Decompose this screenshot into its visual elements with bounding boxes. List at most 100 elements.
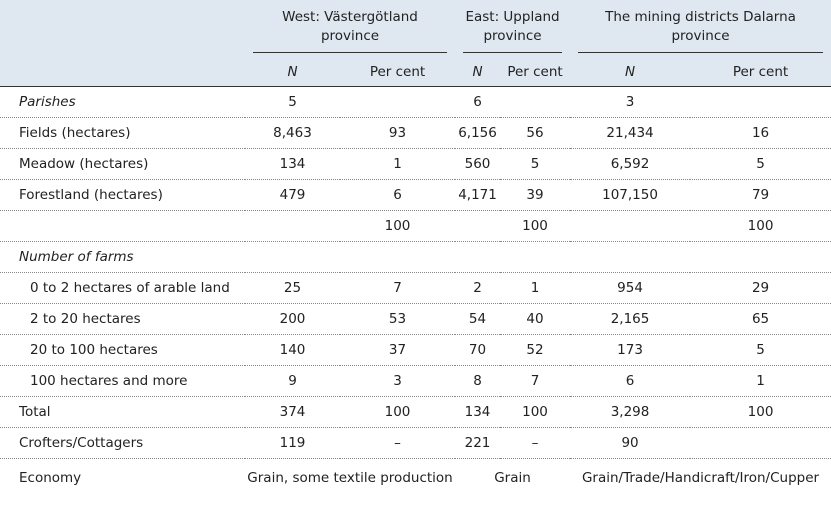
table-cell: 6,592 [610, 156, 650, 172]
table-cell: 479 [279, 187, 306, 203]
table-cell: 54 [468, 311, 487, 327]
table-cell [500, 242, 570, 273]
table-row: Parishes 5 6 3 [0, 87, 831, 118]
row-label: 0 to 2 hectares of arable land [30, 280, 230, 296]
table-cell: 65 [751, 311, 770, 327]
table-cell [500, 87, 570, 118]
table-cell: 200 [279, 311, 306, 327]
table-cell: 1 [393, 156, 402, 172]
row-label: Total [19, 404, 51, 420]
table-cell [690, 87, 831, 118]
table-cell: 1 [530, 280, 540, 296]
table-cell: 100 [522, 218, 548, 234]
table-cell: 7 [393, 280, 402, 296]
table-cell: – [531, 435, 539, 451]
table-row: Meadow (hectares) 134 1 560 5 6,592 5 [0, 149, 831, 180]
table-cell: 2,165 [610, 311, 650, 327]
table-cell: 25 [283, 280, 302, 296]
table-cell: 40 [526, 311, 544, 327]
row-label: Fields (hectares) [19, 125, 131, 141]
table-cell: 173 [617, 342, 643, 358]
table-cell [570, 242, 690, 273]
table-cell: 37 [388, 342, 407, 358]
table-cell: 5 [756, 156, 765, 172]
table-cell [455, 242, 500, 273]
row-label [0, 211, 245, 242]
table-cell [340, 87, 455, 118]
group-row: West: Västergötland province East: Upplan… [0, 0, 831, 58]
table-body: Parishes 5 6 3 Fields (hectares) 8,463 93 6,156… [0, 87, 831, 501]
row-label: Economy [19, 470, 82, 486]
row-label: Crofters/Cottagers [19, 435, 144, 451]
table-cell: 29 [751, 280, 770, 296]
subheader-row: N Per cent N Per cent N Per cent [0, 58, 831, 87]
group-header: The mining districts Dalarna province [570, 0, 831, 58]
table-cell: 5 [530, 156, 540, 172]
table-cell: 3 [393, 373, 402, 389]
table-cell: 21,434 [606, 125, 654, 141]
table-cell [245, 242, 340, 273]
table-cell: 374 [279, 404, 306, 420]
subheader: Per cent [369, 64, 426, 80]
table-row: Total 374 100 134 100 3,298 100 [0, 397, 831, 428]
group-title: The mining districts Dalarna province [578, 8, 824, 53]
table-row: Crofters/Cottagers 119 – 221 – 90 [0, 428, 831, 459]
table-row: 100 100 100 [0, 211, 831, 242]
table-cell: 6,156 [458, 125, 497, 141]
table-row: 100 hectares and more 9 3 8 7 6 1 [0, 366, 831, 397]
table-cell: 221 [464, 435, 491, 451]
table-cell: 560 [464, 156, 491, 172]
table-cell: 8 [473, 373, 482, 389]
row-label: Forestland (hectares) [19, 187, 163, 203]
table-row: Forestland (hectares) 479 6 4,171 39 107,150 7… [0, 180, 831, 211]
table-cell: 39 [526, 187, 544, 203]
table-cell: 93 [388, 125, 407, 141]
table-cell: 7 [530, 373, 540, 389]
table-cell: 954 [617, 280, 643, 296]
table-cell: 4,171 [458, 187, 497, 203]
table-cell [690, 242, 831, 273]
group-header: West: Västergötland province [245, 0, 455, 58]
table-cell: 6 [473, 94, 482, 110]
table-cell: 107,150 [602, 187, 658, 203]
table-cell: 1 [756, 373, 765, 389]
subheader: Per cent [507, 64, 563, 80]
table-cell: Grain/Trade/Handicraft/Iron/Cupper [581, 470, 820, 486]
table-cell: 52 [526, 342, 544, 358]
table-cell: 53 [388, 311, 407, 327]
table-cell: 6 [625, 373, 635, 389]
subheader: N [472, 64, 483, 80]
table-cell: 8,463 [273, 125, 312, 141]
subheader: N [287, 64, 298, 80]
economy-row: Economy Grain, some textile production Gra… [0, 459, 831, 501]
table-cell: 100 [384, 404, 411, 420]
row-label: Number of farms [19, 249, 134, 265]
table-cell: – [394, 435, 401, 451]
group-title: West: Västergötland province [253, 8, 448, 53]
table-cell: 5 [756, 342, 765, 358]
table-cell: 100 [522, 404, 548, 420]
row-label: Parishes [19, 94, 76, 110]
table-cell [455, 211, 500, 242]
table-cell: 119 [279, 435, 306, 451]
table-cell: 100 [384, 218, 411, 234]
table-row: 0 to 2 hectares of arable land 25 7 2 1 954 29 [0, 273, 831, 304]
table-cell: Grain, some textile production [247, 470, 453, 486]
subheader: N [624, 64, 636, 80]
row-label: 100 hectares and more [30, 373, 188, 389]
table-row: 2 to 20 hectares 200 53 54 40 2,165 65 [0, 304, 831, 335]
table-cell: 79 [751, 187, 770, 203]
table-cell: 6 [393, 187, 402, 203]
row-label: Meadow (hectares) [19, 156, 149, 172]
row-label: 20 to 100 hectares [30, 342, 158, 358]
group-header: East: Uppland province [455, 0, 570, 58]
table-row: Number of farms [0, 242, 831, 273]
table-cell [340, 242, 455, 273]
table-cell: 3 [625, 94, 635, 110]
group-title: East: Uppland province [463, 8, 563, 53]
table-cell: 134 [464, 404, 491, 420]
data-table: West: Västergötland province East: Upplan… [0, 0, 831, 501]
table-cell [690, 428, 831, 459]
table-cell: 2 [473, 280, 482, 296]
